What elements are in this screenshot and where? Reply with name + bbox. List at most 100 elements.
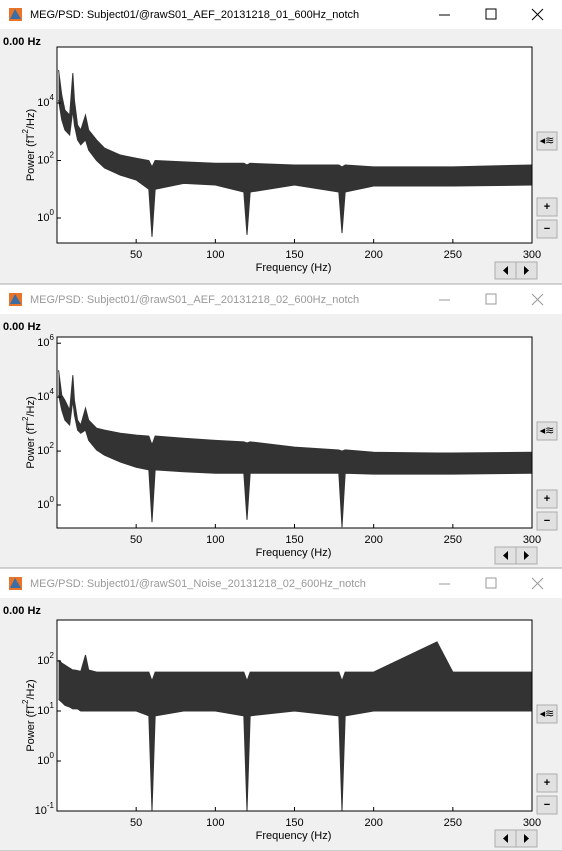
maximize-button[interactable] <box>485 577 497 589</box>
y-tick-exponent: 0 <box>50 751 55 760</box>
y-tick-exponent: 2 <box>50 441 55 450</box>
display-mode-icon: ◂≋ <box>540 135 555 147</box>
y-tick-exponent: 0 <box>50 495 55 504</box>
zoom-button-label: + <box>544 777 550 789</box>
y-tick-label: 101 <box>37 701 54 717</box>
y-tick-base: 10 <box>35 805 47 817</box>
x-tick-label: 100 <box>206 534 224 546</box>
zoom-button[interactable] <box>536 511 558 531</box>
y-label-exponent: 2 <box>21 128 30 133</box>
window: MEG/PSD: Subject01/@rawS01_AEF_20131218_… <box>0 285 562 569</box>
psd-envelope <box>58 394 533 528</box>
y-label-text: /Hz) <box>25 396 37 416</box>
y-tick-label: 100 <box>37 208 54 224</box>
x-tick-label: 50 <box>130 249 142 261</box>
x-tick-label: 250 <box>444 249 462 261</box>
window-title: MEG/PSD: Subject01/@rawS01_Noise_2013121… <box>30 578 366 590</box>
x-tick-label: 250 <box>444 817 462 829</box>
zoom-button[interactable] <box>536 489 558 509</box>
arrow-right <box>524 834 529 843</box>
x-tick-label: 300 <box>523 534 541 546</box>
y-tick-exponent: 4 <box>50 387 55 396</box>
title-bar <box>0 285 562 314</box>
maximize-button[interactable] <box>485 293 497 305</box>
y-tick-label: 102 <box>37 651 54 667</box>
y-tick-base: 10 <box>37 391 49 403</box>
y-tick-label: 104 <box>37 93 54 109</box>
app-icon-shape <box>10 294 21 304</box>
y-label-text: Power (fT <box>25 133 37 181</box>
x-tick-label: 300 <box>523 817 541 829</box>
y-tick-label: 100 <box>37 751 54 767</box>
display-mode-icon: ◂≋ <box>540 708 555 720</box>
y-tick-label: 10-1 <box>35 801 55 817</box>
close-button[interactable] <box>531 8 544 21</box>
x-tick-label: 150 <box>285 534 303 546</box>
title-bar <box>0 569 562 598</box>
y-tick-base: 10 <box>37 154 49 166</box>
y-label-text: Power (fT <box>25 704 37 752</box>
arrow-right <box>524 266 529 275</box>
y-label-exponent: 2 <box>21 699 30 704</box>
close-button[interactable] <box>531 293 544 306</box>
y-tick-exponent: 1 <box>50 701 55 710</box>
x-tick-label: 100 <box>206 249 224 261</box>
zoom-button[interactable] <box>536 773 558 793</box>
y-label-text: /Hz) <box>25 109 37 129</box>
frequency-label: 0.00 Hz <box>3 605 41 617</box>
zoom-button[interactable] <box>536 197 558 217</box>
x-tick-label: 150 <box>285 817 303 829</box>
y-tick-label: 104 <box>37 387 54 403</box>
y-tick-label: 102 <box>37 151 54 167</box>
y-tick-label: 100 <box>37 495 54 511</box>
y-tick-base: 10 <box>37 97 49 109</box>
x-tick-label: 150 <box>285 249 303 261</box>
y-tick-label: 106 <box>37 333 54 349</box>
zoom-button-label: − <box>544 223 550 235</box>
y-label-text: Power (fT <box>25 421 37 469</box>
zoom-button-label: − <box>544 799 550 811</box>
zoom-button[interactable] <box>536 219 558 239</box>
band-fill <box>58 641 532 811</box>
x-tick-label: 50 <box>130 817 142 829</box>
zoom-button[interactable] <box>536 795 558 815</box>
plot-area <box>57 337 532 528</box>
y-tick-label: 102 <box>37 441 54 457</box>
display-mode-button[interactable] <box>536 421 558 441</box>
psd-envelope <box>58 699 532 812</box>
y-tick-base: 10 <box>37 212 49 224</box>
maximize-button[interactable] <box>485 8 497 20</box>
y-tick-base: 10 <box>37 655 49 667</box>
display-mode-button[interactable] <box>536 131 558 151</box>
x-tick-label: 250 <box>444 534 462 546</box>
display-mode-button[interactable] <box>536 704 558 724</box>
x-axis-label: Frequency (Hz) <box>256 547 332 559</box>
y-tick-base: 10 <box>37 705 49 717</box>
x-tick-label: 100 <box>206 817 224 829</box>
arrow-left <box>503 834 508 843</box>
y-label-text: /Hz) <box>25 679 37 699</box>
arrow-left <box>503 551 508 560</box>
zoom-button-label: − <box>544 515 550 527</box>
y-tick-base: 10 <box>37 499 49 511</box>
x-tick-label: 300 <box>523 249 541 261</box>
zoom-button-label: + <box>544 493 550 505</box>
title-bar <box>0 0 562 29</box>
psd-envelope <box>58 99 533 237</box>
plot-area <box>57 47 532 243</box>
close-button[interactable] <box>531 577 544 590</box>
display-mode-icon: ◂≋ <box>540 425 555 437</box>
y-axis-label: Power (fT2/Hz) <box>21 109 37 181</box>
x-tick-label: 200 <box>364 817 382 829</box>
psd-envelope <box>58 70 533 169</box>
x-tick-label: 200 <box>364 249 382 261</box>
arrow-left <box>503 266 508 275</box>
zoom-button-label: + <box>544 201 550 213</box>
y-tick-exponent: 4 <box>50 93 55 102</box>
window: MEG/PSD: Subject01/@rawS01_Noise_2013121… <box>0 569 562 851</box>
y-label-exponent: 2 <box>21 416 30 421</box>
y-tick-exponent: -1 <box>47 801 55 810</box>
y-tick-base: 10 <box>37 337 49 349</box>
x-tick-label: 50 <box>130 534 142 546</box>
